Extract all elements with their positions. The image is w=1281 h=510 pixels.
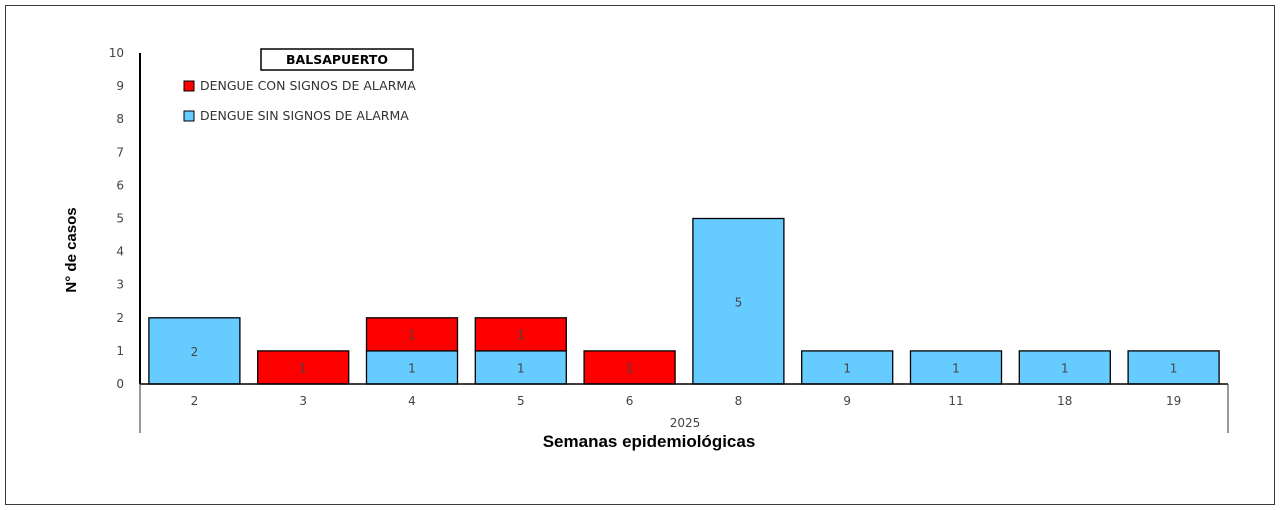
bar-segment xyxy=(365,317,459,352)
x-tick-label: 11 xyxy=(948,394,963,408)
bars-layer: 2 1 1 1 1 1 1 5 1 1 1 1 xyxy=(148,217,1220,385)
axes-layer xyxy=(139,53,1229,433)
x-tick-label: 8 xyxy=(735,394,743,408)
y-tick-label: 6 xyxy=(116,178,124,192)
chart-title: BALSAPUERTO xyxy=(286,52,388,67)
x-tick-label: 18 xyxy=(1057,394,1072,408)
bar-segment xyxy=(474,317,567,352)
y-tick-label: 9 xyxy=(116,79,124,93)
bar-segment xyxy=(801,350,894,385)
x-tick-label: 3 xyxy=(299,394,307,408)
x-axis-ticks: 2 3 4 5 6 8 9 11 18 19 xyxy=(191,394,1182,408)
y-tick-label: 3 xyxy=(116,278,124,292)
y-tick-label: 2 xyxy=(116,311,124,325)
x-tick-label: 19 xyxy=(1166,394,1181,408)
x-tick-label: 6 xyxy=(626,394,634,408)
data-label: 1 xyxy=(517,361,525,375)
x-tick-label: 4 xyxy=(408,394,416,408)
bar-segment xyxy=(365,350,459,385)
legend-label: DENGUE CON SIGNOS DE ALARMA xyxy=(200,78,416,93)
data-label: 1 xyxy=(952,361,960,375)
bar-segment xyxy=(583,350,676,385)
legend-label: DENGUE SIN SIGNOS DE ALARMA xyxy=(200,108,409,123)
data-label: 1 xyxy=(626,361,634,375)
chart-frame xyxy=(5,5,1275,505)
data-label: 2 xyxy=(191,345,199,359)
x-tick-label: 2 xyxy=(191,394,199,408)
y-tick-label: 4 xyxy=(116,245,124,259)
y-tick-label: 8 xyxy=(116,112,124,126)
y-tick-label: 1 xyxy=(116,344,124,358)
x-tick-label: 9 xyxy=(843,394,851,408)
legend: DENGUE CON SIGNOS DE ALARMA DENGUE SIN SI… xyxy=(183,78,416,123)
data-label: 1 xyxy=(408,328,416,342)
data-label: 1 xyxy=(1061,361,1069,375)
bar-segment xyxy=(1018,350,1111,385)
y-axis-ticks: 0 1 2 3 4 5 6 7 8 9 10 xyxy=(109,46,124,391)
year-label: 2025 xyxy=(670,416,701,430)
legend-swatch xyxy=(183,110,195,122)
bar-segment xyxy=(148,317,241,385)
data-label: 5 xyxy=(735,295,743,309)
y-tick-label: 10 xyxy=(109,46,124,60)
y-tick-label: 7 xyxy=(116,145,124,159)
legend-swatch xyxy=(183,80,195,92)
bar-segment xyxy=(474,350,567,385)
data-label: 1 xyxy=(843,361,851,375)
x-tick-label: 5 xyxy=(517,394,525,408)
y-tick-label: 5 xyxy=(116,212,124,226)
data-label: 1 xyxy=(517,328,525,342)
data-label: 1 xyxy=(1170,361,1178,375)
data-label: 1 xyxy=(299,361,307,375)
data-label: 1 xyxy=(408,361,416,375)
y-axis-title: N° de casos xyxy=(63,207,80,292)
chart-title-box: BALSAPUERTO xyxy=(260,48,414,71)
y-tick-label: 0 xyxy=(116,377,124,391)
bar-segment xyxy=(909,350,1003,385)
x-axis-title: Semanas epidemiológicas xyxy=(543,432,756,451)
